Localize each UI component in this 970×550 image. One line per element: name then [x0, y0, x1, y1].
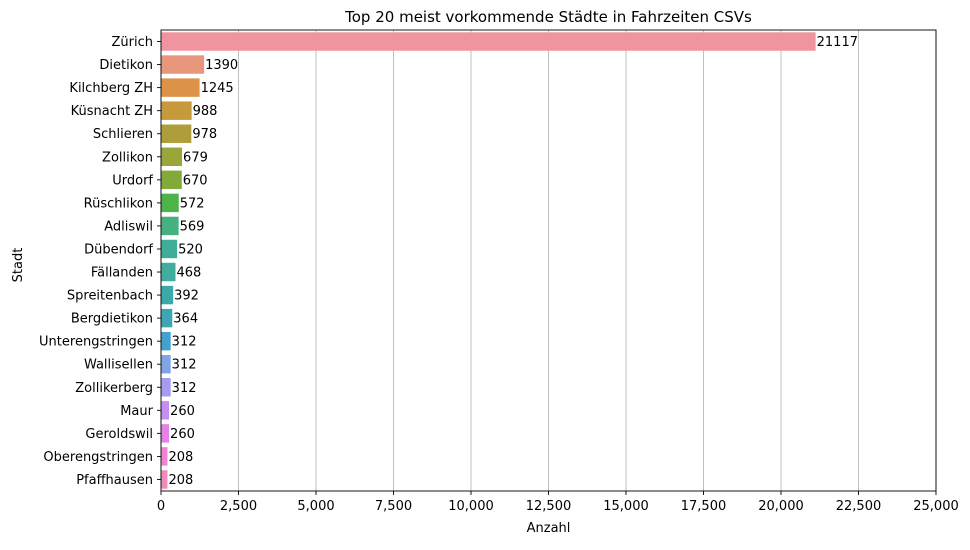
- data-label-14: 312: [172, 358, 197, 373]
- y-tick-label-12: Bergdietikon: [71, 312, 153, 327]
- bar-0: [161, 32, 816, 51]
- data-label-12: 364: [173, 312, 198, 327]
- data-label-19: 208: [168, 473, 193, 488]
- bar-1: [161, 55, 205, 74]
- data-label-16: 260: [170, 404, 195, 419]
- x-tick-label-10: 25,000: [913, 499, 959, 514]
- bar-4: [161, 124, 192, 143]
- y-tick-label-16: Maur: [120, 404, 153, 419]
- x-tick-label-8: 20,000: [758, 499, 804, 514]
- x-tick-label-2: 5,000: [297, 499, 334, 514]
- y-tick-label-6: Urdorf: [112, 173, 153, 188]
- data-label-1: 1390: [205, 58, 238, 73]
- y-tick-label-9: Dübendorf: [84, 242, 153, 257]
- y-tick-label-19: Pfaffhausen: [76, 473, 153, 488]
- y-tick-label-8: Adliswil: [104, 219, 153, 234]
- bar-19: [161, 470, 168, 489]
- data-label-17: 260: [170, 427, 195, 442]
- data-label-15: 312: [172, 381, 197, 396]
- x-axis-label: Anzahl: [527, 521, 571, 536]
- data-label-11: 392: [174, 289, 199, 304]
- data-label-9: 520: [178, 242, 203, 257]
- bar-18: [161, 447, 168, 466]
- bar-7: [161, 193, 179, 213]
- bars: [161, 32, 816, 489]
- y-tick-label-14: Wallisellen: [84, 358, 153, 373]
- data-label-3: 988: [193, 104, 218, 119]
- bar-6: [161, 170, 182, 190]
- y-tick-label-0: Zürich: [112, 35, 154, 50]
- data-label-4: 978: [192, 127, 217, 142]
- y-tick-label-2: Kilchberg ZH: [69, 81, 153, 96]
- y-tick-label-17: Geroldswil: [85, 427, 153, 442]
- bar-13: [161, 331, 171, 351]
- bar-12: [161, 308, 173, 328]
- x-tick-label-7: 17,500: [681, 499, 727, 514]
- y-tick-label-5: Zollikon: [102, 150, 153, 165]
- y-tick-label-18: Oberengstringen: [43, 450, 153, 465]
- x-tick-label-6: 15,000: [603, 499, 649, 514]
- data-label-18: 208: [168, 450, 193, 465]
- bar-10: [161, 262, 176, 282]
- chart-title: Top 20 meist vorkommende Städte in Fahrz…: [344, 8, 752, 26]
- data-labels: 21117 1390 1245 988 978 679 670 572 569 520 468 392…: [168, 35, 858, 488]
- bar-15: [161, 378, 171, 397]
- bar-17: [161, 424, 170, 443]
- bar-9: [161, 239, 178, 259]
- bar-16: [161, 401, 170, 420]
- data-label-7: 572: [180, 196, 205, 211]
- bar-8: [161, 216, 179, 236]
- y-tick-label-7: Rüschlikon: [84, 196, 153, 211]
- data-label-10: 468: [177, 266, 202, 281]
- bar-5: [161, 147, 183, 166]
- bar-3: [161, 101, 192, 120]
- y-axis-label: Stadt: [11, 248, 26, 283]
- x-tick-label-0: 0: [157, 499, 165, 514]
- bar-11: [161, 285, 174, 305]
- data-label-13: 312: [172, 335, 197, 350]
- bar-14: [161, 355, 171, 374]
- y-tick-label-13: Unterengstringen: [39, 335, 153, 350]
- y-tick-label-11: Spreitenbach: [67, 289, 153, 304]
- data-label-5: 679: [183, 150, 208, 165]
- y-tick-label-4: Schlieren: [93, 127, 153, 142]
- data-label-0: 21117: [817, 35, 858, 50]
- x-tick-label-5: 12,500: [526, 499, 572, 514]
- data-label-6: 670: [183, 173, 208, 188]
- x-tick-label-1: 2,500: [220, 499, 257, 514]
- bar-2: [161, 78, 200, 97]
- y-tick-label-1: Dietikon: [99, 58, 153, 73]
- data-label-2: 1245: [201, 81, 234, 96]
- ticks: 0 2,500 5,000 7,500 10,000 12,500 15,000 17,500…: [39, 35, 959, 514]
- grid-lines: [160, 30, 937, 491]
- x-tick-label-9: 22,500: [836, 499, 882, 514]
- x-tick-label-3: 7,500: [375, 499, 412, 514]
- y-tick-label-3: Küsnacht ZH: [71, 104, 153, 119]
- y-tick-label-10: Fällanden: [91, 266, 153, 281]
- x-tick-label-4: 10,000: [448, 499, 494, 514]
- y-tick-label-15: Zollikerberg: [75, 381, 153, 396]
- data-label-8: 569: [180, 219, 205, 234]
